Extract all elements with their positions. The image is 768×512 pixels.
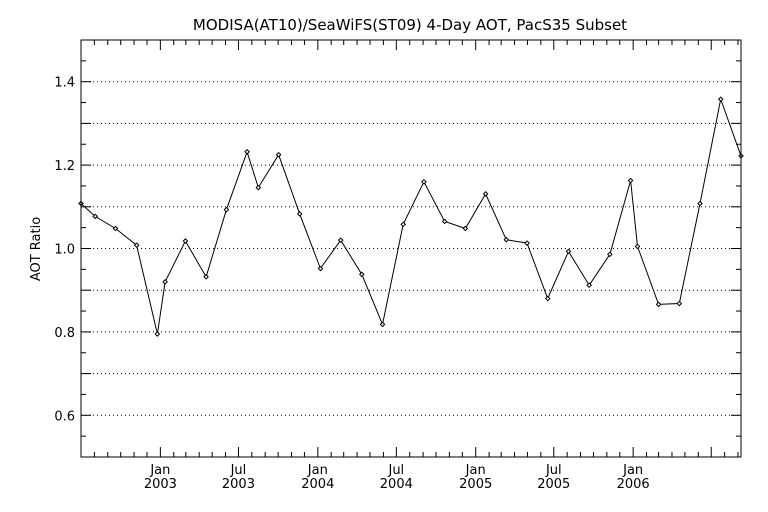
y-tick-label: 1.4: [54, 76, 75, 91]
x-tick-month: Jan: [307, 463, 328, 478]
axis-ticks: [80, 39, 741, 458]
x-tick-year: 2004: [301, 477, 334, 492]
data-point: [400, 221, 407, 228]
x-tick-year: 2005: [459, 477, 492, 492]
x-tick-month: Jul: [230, 463, 247, 478]
data-point: [697, 200, 703, 207]
data-point: [634, 243, 641, 250]
data-point: [421, 178, 427, 185]
data-point: [524, 240, 530, 246]
y-tick-label: 0.6: [54, 409, 75, 424]
x-tick-month: Jul: [545, 463, 562, 478]
data-point: [337, 237, 344, 243]
data-point: [255, 184, 262, 191]
data-point: [358, 271, 365, 278]
plot-frame: [80, 39, 742, 458]
data-point: [655, 301, 662, 308]
x-tick-year: 2006: [617, 477, 650, 492]
y-tick-label: 1.2: [54, 159, 75, 174]
data-point: [162, 279, 168, 285]
data-point: [607, 251, 613, 258]
x-tick-year: 2003: [222, 477, 255, 492]
data-point: [586, 282, 592, 289]
x-tick-year: 2005: [537, 477, 570, 492]
data-point: [676, 300, 683, 307]
data-point: [92, 213, 99, 220]
x-tick-month: Jul: [387, 463, 404, 478]
data-point: [275, 151, 282, 158]
data-point: [544, 295, 551, 302]
data-point: [133, 242, 140, 248]
y-axis-label: AOT Ratio: [29, 217, 44, 281]
data-point: [154, 331, 161, 337]
data-point: [112, 225, 119, 232]
y-tick-label: 0.8: [54, 326, 75, 341]
x-tick-month: Jan: [465, 463, 486, 478]
data-point: [565, 248, 572, 255]
x-tick-year: 2004: [380, 477, 413, 492]
x-tick-month: Jan: [622, 463, 643, 478]
data-point: [482, 191, 489, 197]
data-point: [441, 218, 448, 225]
data-point: [244, 148, 250, 155]
grid: [81, 81, 741, 416]
data-point: [223, 206, 230, 213]
x-tick-year: 2003: [144, 477, 177, 492]
data-point: [379, 321, 386, 328]
data-point: [717, 96, 724, 103]
data-point: [627, 177, 634, 184]
series: [78, 96, 744, 337]
data-point: [296, 211, 303, 217]
data-point: [462, 225, 469, 232]
chart-title: MODISA(AT10)/SeaWiFS(ST09) 4-Day AOT, Pa…: [193, 16, 627, 34]
x-tick-month: Jan: [149, 463, 170, 478]
data-point: [317, 265, 324, 272]
data-point: [203, 274, 209, 280]
y-tick-label: 1.0: [54, 243, 75, 258]
data-point: [182, 238, 189, 244]
data-point: [503, 236, 510, 243]
tick-labels: 0.60.81.01.21.4Jan2003Jul2003Jan2004Jul2…: [54, 76, 649, 492]
series-line: [80, 97, 742, 335]
